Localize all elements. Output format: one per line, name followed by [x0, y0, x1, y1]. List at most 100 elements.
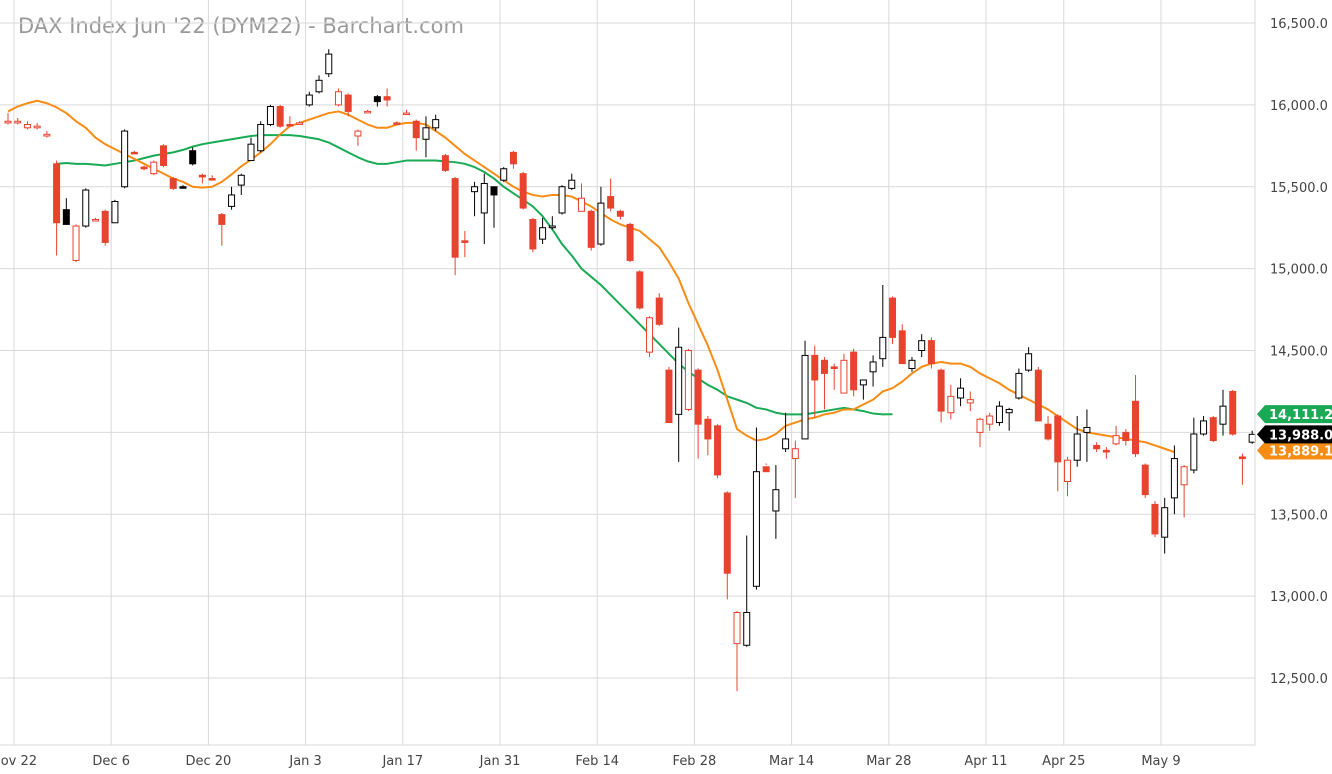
grid-lines [0, 0, 1255, 745]
candle-body [616, 210, 624, 217]
candle-body [62, 209, 70, 225]
candle-body [626, 223, 634, 261]
candle-body [519, 173, 527, 209]
candle-body [782, 438, 790, 450]
candle-body [91, 219, 99, 222]
candle-body [655, 297, 663, 325]
candle-body [121, 130, 129, 188]
candle-body [820, 359, 828, 374]
candle-body [937, 369, 945, 412]
candle-body [1015, 372, 1023, 399]
candle-body [432, 119, 440, 129]
candle-body [529, 219, 537, 250]
y-tick-label: 14,500.0 [1270, 345, 1328, 360]
candle-body [1190, 433, 1198, 471]
candle-body [1141, 464, 1149, 496]
candle-body [607, 196, 615, 209]
y-tick-label: 15,500.0 [1270, 181, 1328, 196]
candle-body [966, 399, 974, 404]
y-tick-label: 16,000.0 [1270, 99, 1328, 114]
candle-body [684, 350, 692, 410]
candle-body [286, 124, 294, 127]
candle-body [198, 174, 206, 178]
candle-body [859, 379, 867, 386]
candle-body [1102, 449, 1110, 453]
candle-body [597, 202, 605, 245]
candle-body [208, 178, 216, 181]
candle-body [1083, 426, 1091, 433]
candle-body [898, 330, 906, 365]
candle-body [1248, 433, 1256, 443]
candle-body [344, 94, 352, 112]
candle-body [646, 317, 654, 353]
candle-body [772, 489, 780, 512]
candle-body [218, 214, 226, 225]
candle-body [548, 225, 556, 229]
y-tick-label: 15,000.0 [1270, 263, 1328, 278]
candle-body [957, 387, 965, 399]
fast-moving-average-line [7, 99, 1175, 453]
x-tick-label: Feb 14 [575, 754, 619, 769]
candle-body [1005, 408, 1013, 414]
candle-body [160, 145, 168, 166]
candle-body [228, 194, 236, 207]
candle-body [266, 106, 274, 126]
candle-body [636, 271, 644, 309]
candle-body [169, 178, 177, 189]
candle-body [490, 186, 498, 196]
candle-body [840, 359, 848, 394]
moving-averages [7, 99, 1175, 453]
candle-body [986, 415, 994, 425]
candle-body [1161, 507, 1169, 538]
candle-body [1025, 353, 1033, 371]
candle-body [364, 110, 372, 114]
last-price-tag: 13,988.0 [1269, 428, 1332, 443]
candle-body [4, 120, 12, 124]
candle-body [723, 492, 731, 574]
candle-body [762, 466, 770, 473]
x-tick-label: Mar 14 [769, 754, 814, 769]
candle-body [451, 178, 459, 258]
candle-body [587, 210, 595, 248]
candle-body [1122, 431, 1130, 442]
candle-body [665, 369, 673, 424]
candle-body [539, 227, 547, 240]
candle-body [1093, 444, 1101, 450]
candle-body [869, 361, 877, 373]
candle-body [43, 133, 51, 137]
candle-body [130, 151, 138, 155]
candle-body [441, 155, 449, 171]
candle-body [879, 336, 887, 360]
candle-body [1229, 390, 1237, 435]
price-axis: 16,500.0 16,000.0 15,500.0 15,000.0 14,500.0… [1270, 17, 1328, 687]
chart-title: DAX Index Jun '22 (DYM22) - Barchart.com [18, 14, 464, 38]
y-tick-label: 13,500.0 [1270, 508, 1328, 523]
candle-body [140, 166, 148, 170]
fast-ma-price-tag: 13,889.1 [1269, 445, 1332, 460]
candle-body [927, 340, 935, 365]
candle-body [500, 168, 508, 181]
candle-body [72, 225, 80, 261]
candle-body [1112, 435, 1120, 445]
last-price-tag-bg [1257, 425, 1332, 444]
x-tick-label: Jan 17 [381, 754, 423, 769]
candle-body [461, 240, 469, 243]
candle-body [82, 189, 90, 227]
x-tick-label: Jan 31 [479, 754, 521, 769]
price-tags: 13,889.1 14,111.2 13,988.0 [1257, 405, 1332, 460]
candle-body [383, 96, 391, 101]
candle-body [150, 161, 158, 175]
candle-body [373, 96, 381, 103]
candle-body [237, 174, 245, 186]
candle-body [257, 124, 265, 152]
candle-body [480, 182, 488, 214]
slow-ma-price-tag: 14,111.2 [1269, 408, 1332, 423]
candle-body [1170, 458, 1178, 499]
y-tick-label: 16,500.0 [1270, 17, 1328, 32]
candle-body [334, 91, 342, 106]
candle-body [179, 186, 187, 189]
x-tick-label: Apr 25 [1042, 754, 1085, 769]
candle-body [1200, 420, 1208, 435]
candle-body [393, 122, 401, 125]
